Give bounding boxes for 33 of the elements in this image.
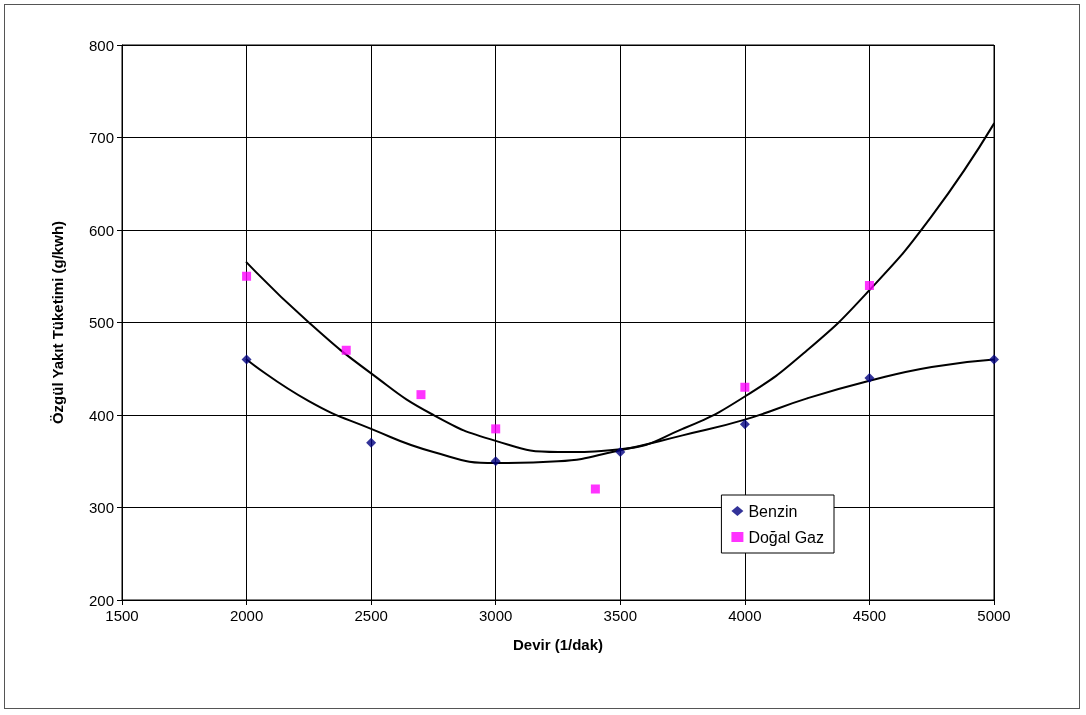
point <box>366 437 377 448</box>
point <box>864 373 875 383</box>
point <box>416 390 426 400</box>
y-tick-label: 800 <box>88 36 114 54</box>
point <box>242 271 252 281</box>
x-tick-label: 3500 <box>603 607 637 624</box>
x-tick-label: 2000 <box>229 607 264 624</box>
x-tick-label: 2500 <box>354 607 388 624</box>
y-axis-title: Özgül Yakıt Tüketimi (g/kwh) <box>49 220 66 425</box>
x-tick-label: 5000 <box>977 607 1011 624</box>
point <box>491 424 501 434</box>
point <box>615 447 626 457</box>
x-tick-label: 4000 <box>728 607 762 624</box>
x-tick-label: 3000 <box>479 607 513 624</box>
x-tick-label: 4500 <box>852 607 887 624</box>
y-tick-label: 500 <box>88 314 114 331</box>
legend-label: Doğal Gaz <box>748 528 824 546</box>
y-tick-label: 400 <box>88 406 114 424</box>
x-axis-title: Devir (1/dak) <box>512 636 604 653</box>
point <box>989 354 999 365</box>
x-tick-label: 1500 <box>105 607 139 624</box>
point <box>341 345 351 355</box>
legend-label: Benzin <box>748 502 798 520</box>
y-tick-label: 300 <box>88 499 114 516</box>
point <box>490 456 501 467</box>
y-tick-label: 200 <box>88 591 114 609</box>
point <box>241 354 252 365</box>
point <box>740 382 750 392</box>
point <box>739 419 750 430</box>
y-tick-label: 600 <box>88 221 114 239</box>
y-tick-label: 700 <box>88 129 114 146</box>
point <box>864 281 874 290</box>
point <box>590 484 600 494</box>
